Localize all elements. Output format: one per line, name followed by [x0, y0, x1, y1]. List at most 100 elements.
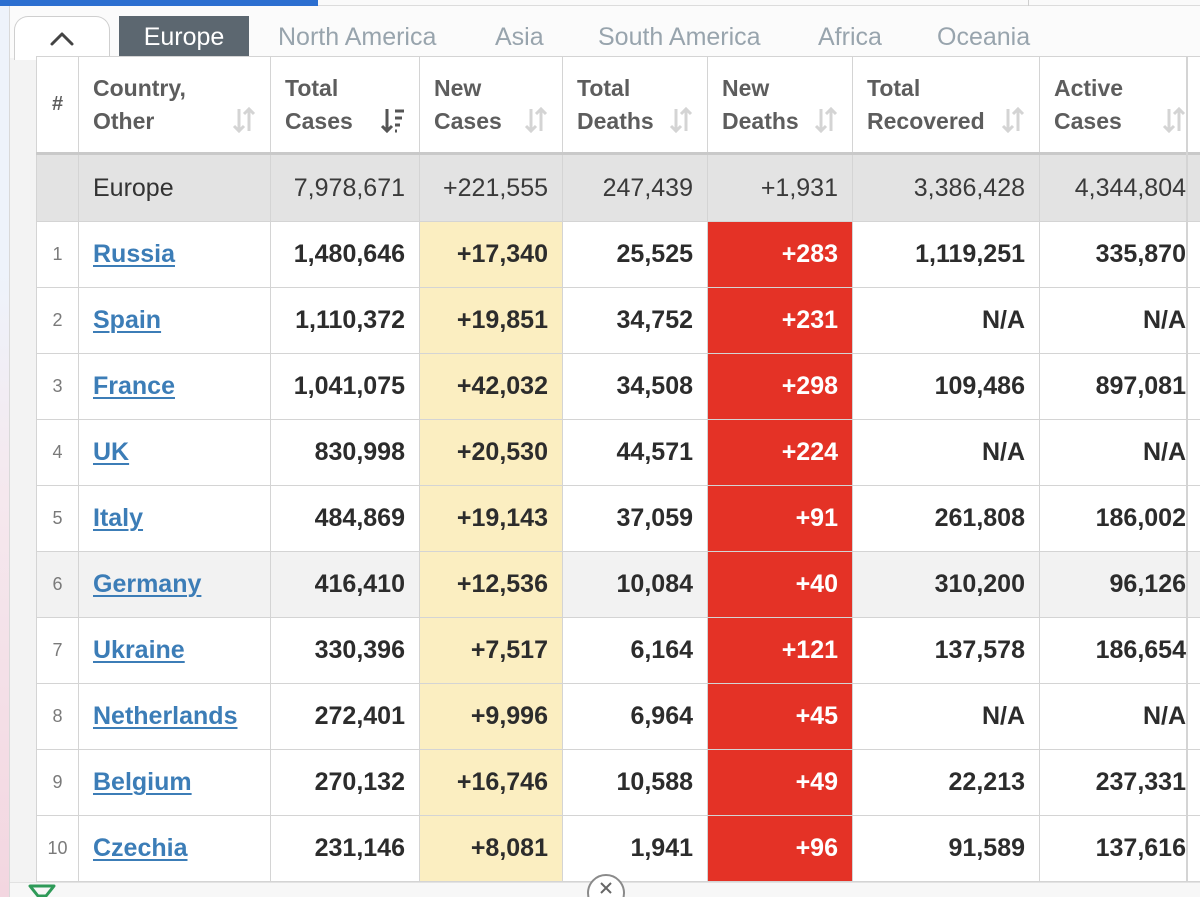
loading-progress-bar	[0, 0, 318, 6]
header-label-line2: Cases	[1054, 107, 1122, 134]
country-link[interactable]: France	[93, 372, 175, 400]
table-row: 9 Belgium 270,132 +16,746 10,588 +49 22,213 237…	[36, 749, 1200, 816]
country-cell: Spain	[78, 287, 271, 354]
cell-total-deaths: 34,752	[562, 287, 708, 354]
close-icon	[600, 882, 612, 894]
country-link[interactable]: Italy	[93, 504, 144, 532]
row-rank: 3	[36, 353, 79, 420]
header-label-line1: Active	[1054, 74, 1124, 101]
country-cell: Czechia	[78, 815, 271, 882]
column-header-total-recovered[interactable]: Total Recovered	[852, 56, 1040, 155]
country-link[interactable]: Netherlands	[93, 702, 238, 730]
covid-stats-table-container: # Country, Other Total Cases New Cases Total Dea…	[36, 56, 1200, 882]
sort-arrows-icon	[1001, 107, 1025, 133]
country-link[interactable]: Russia	[93, 240, 175, 268]
country-cell: Ukraine	[78, 617, 271, 684]
country-link[interactable]: Ukraine	[93, 636, 185, 664]
table-row: 8 Netherlands 272,401 +9,996 6,964 +45 N/A N/A	[36, 683, 1200, 750]
cell-total-cases: 1,110,372	[270, 287, 420, 354]
cell-new-deaths: +231	[707, 287, 853, 354]
cell-active-cases: N/A	[1039, 683, 1200, 750]
cell-new-deaths: +49	[707, 749, 853, 816]
cell-active-cases: 186,002	[1039, 485, 1200, 552]
cell-active-cases: 897,081	[1039, 353, 1200, 420]
cell-total-cases: 484,869	[270, 485, 420, 552]
tab-europe[interactable]: Europe	[119, 16, 249, 58]
sort-arrows-icon	[232, 107, 256, 133]
cell-new-deaths: +96	[707, 815, 853, 882]
cell-total-cases: 330,396	[270, 617, 420, 684]
filter-icon[interactable]	[28, 884, 56, 897]
tab-asia[interactable]: Asia	[495, 22, 544, 51]
tab-oceania[interactable]: Oceania	[937, 22, 1031, 51]
summary-new-deaths: +1,931	[707, 153, 853, 222]
country-link[interactable]: Germany	[93, 570, 202, 598]
summary-total-recovered: 3,386,428	[852, 153, 1040, 222]
cell-total-cases: 416,410	[270, 551, 420, 618]
cell-new-deaths: +298	[707, 353, 853, 420]
column-header-country[interactable]: Country, Other	[78, 56, 271, 155]
table-header-row: # Country, Other Total Cases New Cases Total Dea…	[36, 56, 1200, 155]
cell-total-cases: 231,146	[270, 815, 420, 882]
cell-new-deaths: +224	[707, 419, 853, 486]
table-row: 6 Germany 416,410 +12,536 10,084 +40 310,200 96…	[36, 551, 1200, 618]
summary-total-deaths: 247,439	[562, 153, 708, 222]
cell-new-deaths: +91	[707, 485, 853, 552]
row-rank: 4	[36, 419, 79, 486]
row-rank: 8	[36, 683, 79, 750]
table-body: Europe 7,978,671 +221,555 247,439 +1,931…	[36, 153, 1200, 882]
country-link[interactable]: Czechia	[93, 834, 188, 862]
cell-new-deaths: +121	[707, 617, 853, 684]
cell-total-deaths: 10,588	[562, 749, 708, 816]
cell-active-cases: 237,331	[1039, 749, 1200, 816]
tab-north-america[interactable]: North America	[278, 22, 437, 51]
country-link[interactable]: UK	[93, 438, 130, 466]
country-link[interactable]: Belgium	[93, 768, 192, 796]
cell-new-deaths: +40	[707, 551, 853, 618]
column-header-new-deaths[interactable]: New Deaths	[707, 56, 853, 155]
header-label-line1: Country,	[93, 74, 186, 101]
cell-new-cases: +12,536	[419, 551, 563, 618]
cell-new-cases: +16,746	[419, 749, 563, 816]
column-header-rank[interactable]: #	[36, 56, 79, 155]
header-label-line1: New	[722, 74, 770, 101]
summary-active-cases: 4,344,804	[1039, 153, 1200, 222]
cell-active-cases: N/A	[1039, 287, 1200, 354]
cell-new-cases: +42,032	[419, 353, 563, 420]
cell-active-cases: N/A	[1039, 419, 1200, 486]
cell-total-deaths: 10,084	[562, 551, 708, 618]
cell-total-deaths: 6,964	[562, 683, 708, 750]
cell-active-cases: 186,654	[1039, 617, 1200, 684]
table-row: 2 Spain 1,110,372 +19,851 34,752 +231 N/A N/A	[36, 287, 1200, 354]
cell-total-recovered: 109,486	[852, 353, 1040, 420]
summary-total-cases: 7,978,671	[270, 153, 420, 222]
country-cell: Belgium	[78, 749, 271, 816]
tab-africa[interactable]: Africa	[818, 22, 882, 51]
sort-arrows-icon	[669, 107, 693, 133]
row-rank: 9	[36, 749, 79, 816]
summary-region: Europe	[78, 153, 271, 222]
cell-active-cases: 335,870	[1039, 221, 1200, 288]
row-rank: 7	[36, 617, 79, 684]
cell-total-recovered: 261,808	[852, 485, 1040, 552]
table-row: 1 Russia 1,480,646 +17,340 25,525 +283 1,119,2…	[36, 221, 1200, 288]
cell-total-recovered: 1,119,251	[852, 221, 1040, 288]
column-header-active-cases[interactable]: Active Cases	[1039, 56, 1200, 155]
row-rank: 6	[36, 551, 79, 618]
cell-new-cases: +8,081	[419, 815, 563, 882]
summary-rank	[36, 153, 79, 222]
column-header-total-deaths[interactable]: Total Deaths	[562, 56, 708, 155]
column-header-new-cases[interactable]: New Cases	[419, 56, 563, 155]
tab-south-america[interactable]: South America	[598, 22, 761, 51]
cell-total-deaths: 34,508	[562, 353, 708, 420]
row-rank: 2	[36, 287, 79, 354]
country-link[interactable]: Spain	[93, 306, 162, 334]
cell-total-recovered: 310,200	[852, 551, 1040, 618]
cell-total-cases: 1,480,646	[270, 221, 420, 288]
summary-row: Europe 7,978,671 +221,555 247,439 +1,931…	[36, 153, 1200, 222]
column-header-total-cases[interactable]: Total Cases	[270, 56, 420, 155]
collapse-table-button[interactable]	[14, 16, 110, 60]
cell-total-recovered: N/A	[852, 287, 1040, 354]
top-divider	[1028, 0, 1029, 6]
cell-total-recovered: N/A	[852, 683, 1040, 750]
